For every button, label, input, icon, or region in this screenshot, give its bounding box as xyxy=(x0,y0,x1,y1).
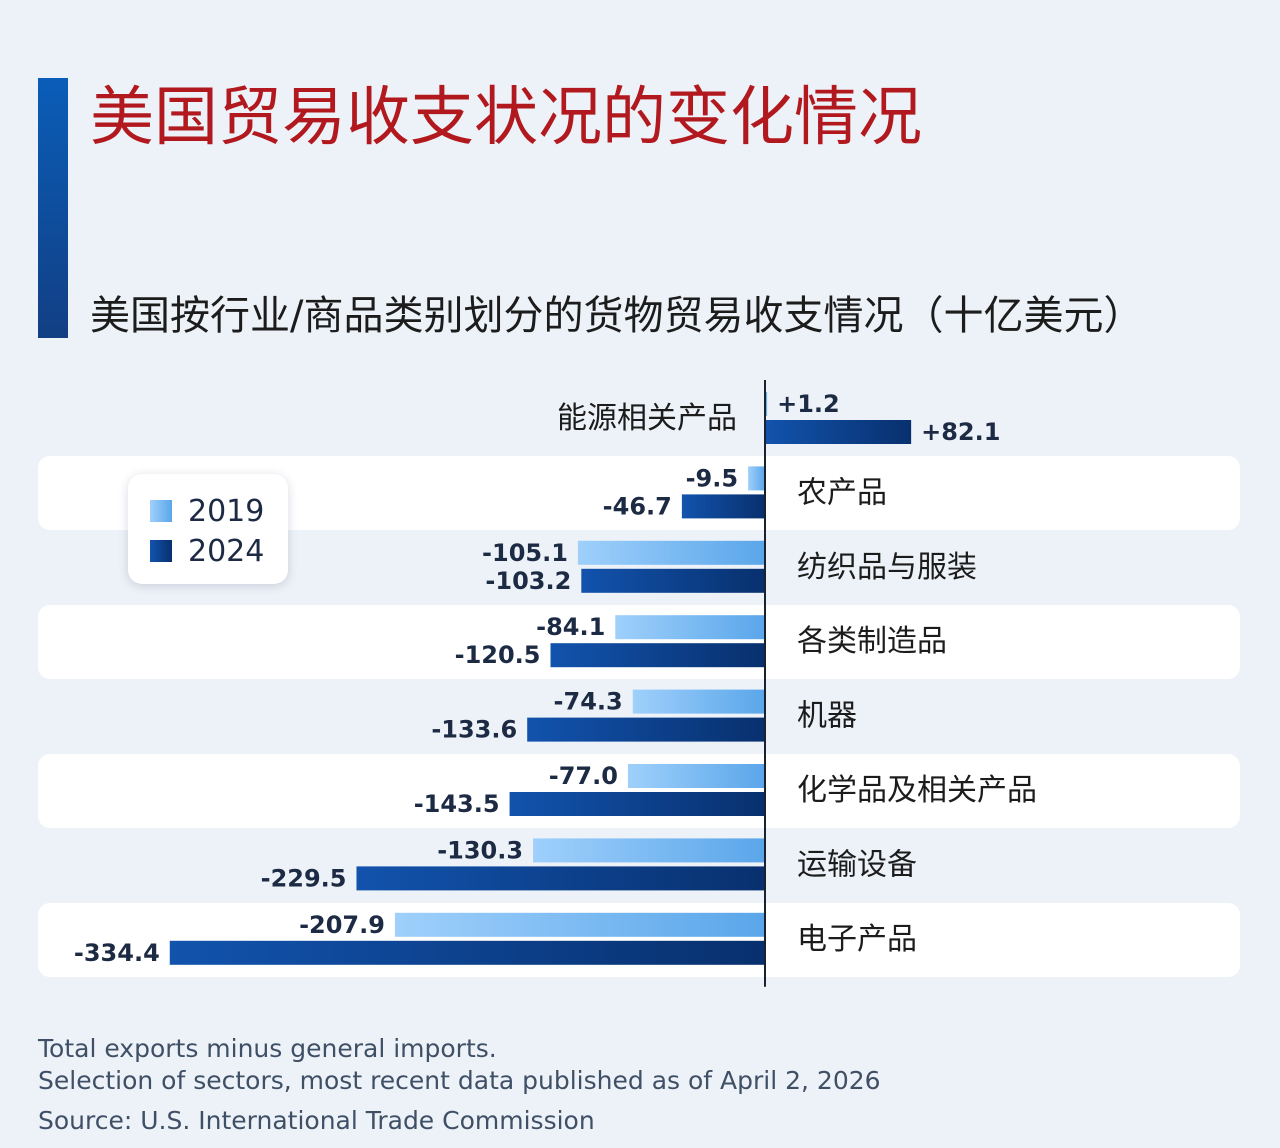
category-label: 电子产品 xyxy=(797,922,917,957)
data-label-2024: -229.5 xyxy=(261,864,347,892)
category-label: 运输设备 xyxy=(797,847,917,882)
chart-title: 美国贸易收支状况的变化情况 xyxy=(90,81,922,155)
category-label: 化学品及相关产品 xyxy=(797,773,1037,808)
footer-note: Selection of sectors, most recent data p… xyxy=(38,1066,881,1095)
category-label: 能源相关产品 xyxy=(557,401,737,436)
category-label: 机器 xyxy=(797,699,857,734)
data-label-2024: +82.1 xyxy=(921,418,1000,446)
data-label-2019: -74.3 xyxy=(554,688,623,716)
data-label-2024: -103.2 xyxy=(485,567,571,595)
bar-2019 xyxy=(632,689,765,714)
data-label-2019: -130.3 xyxy=(437,836,523,864)
category-label: 各类制造品 xyxy=(797,624,947,659)
data-label-2019: -105.1 xyxy=(482,539,568,567)
footer-note: Total exports minus general imports. xyxy=(38,1034,497,1063)
bar-chart: +1.2 +82.1 能源相关产品 -9.5 -46.7 农产品 -105.1-103.2 纺… xyxy=(74,380,1037,987)
category-label: 纺织品与服装 xyxy=(797,550,977,585)
data-label-2024: -334.4 xyxy=(74,939,160,967)
chart-subtitle: 美国按行业/商品类别划分的货物贸易收支情况（十亿美元） xyxy=(90,293,1144,339)
bar-2024 xyxy=(527,717,765,742)
data-label-2019: -84.1 xyxy=(536,613,605,641)
data-label-2024: -133.6 xyxy=(431,716,517,744)
bar-2019 xyxy=(765,392,768,416)
bar-2024 xyxy=(681,494,765,519)
bar-2024 xyxy=(356,866,765,891)
bar-2019 xyxy=(533,838,765,863)
legend-item-2024: 2024 xyxy=(150,533,265,569)
legend: 2019 2024 xyxy=(128,474,288,584)
bar-2019 xyxy=(577,540,765,565)
bar-2019 xyxy=(748,466,765,491)
data-label-2024: -120.5 xyxy=(455,641,541,669)
data-label-2019: -9.5 xyxy=(686,464,738,492)
legend-label-2024: 2024 xyxy=(188,533,265,569)
data-label-2019: -77.0 xyxy=(549,762,618,790)
bar-2024 xyxy=(509,792,765,816)
footer-source: Source: U.S. International Trade Commiss… xyxy=(38,1106,595,1135)
legend-item-2019: 2019 xyxy=(150,493,265,529)
legend-swatch-2024 xyxy=(150,540,172,562)
bar-2019 xyxy=(615,615,765,640)
bar-2019 xyxy=(394,912,765,937)
data-label-2019: +1.2 xyxy=(777,390,840,418)
category-label: 农产品 xyxy=(797,475,887,510)
bar-2024 xyxy=(550,643,765,668)
data-label-2024: -143.5 xyxy=(414,790,500,818)
bar-2024 xyxy=(169,940,765,965)
data-label-2019: -207.9 xyxy=(299,911,385,939)
legend-label-2019: 2019 xyxy=(188,493,265,529)
bar-2019 xyxy=(627,764,765,788)
bar-2024 xyxy=(581,568,765,593)
bar-2024 xyxy=(765,420,912,444)
accent-bar xyxy=(38,78,68,338)
data-label-2024: -46.7 xyxy=(603,492,672,520)
legend-swatch-2019 xyxy=(150,500,172,522)
